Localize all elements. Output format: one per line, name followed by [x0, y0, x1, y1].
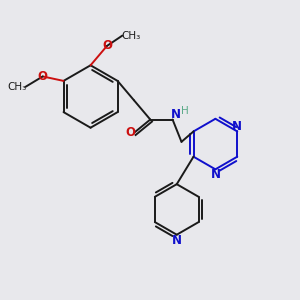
Text: N: N: [232, 120, 242, 133]
Text: O: O: [38, 70, 48, 83]
Text: N: N: [172, 234, 182, 247]
Text: H: H: [181, 106, 189, 116]
Text: CH₃: CH₃: [7, 82, 26, 92]
Text: CH₃: CH₃: [121, 31, 140, 40]
Text: O: O: [102, 40, 112, 52]
Text: O: O: [125, 126, 135, 140]
Text: N: N: [171, 108, 181, 121]
Text: N: N: [210, 168, 220, 181]
